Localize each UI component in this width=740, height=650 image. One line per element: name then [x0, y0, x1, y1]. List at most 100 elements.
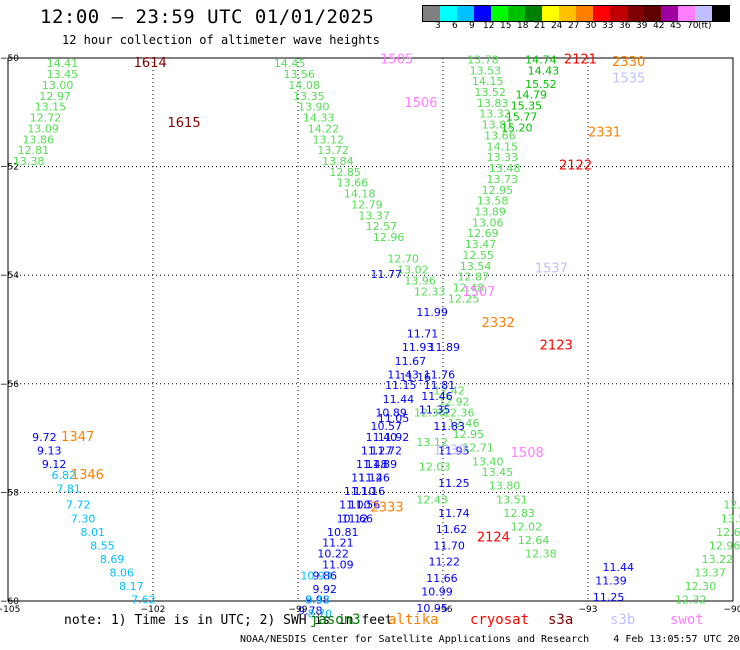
x-tick-label: −102	[141, 605, 166, 615]
pass-time-label: 2333	[371, 500, 404, 515]
wave-height-value: 14.22	[308, 122, 340, 135]
wave-height-value: 12.55	[462, 249, 494, 262]
wave-height-value: 11.67	[395, 355, 427, 368]
wave-height-value: 12.42	[433, 385, 465, 398]
wave-height-value: 7.81	[56, 482, 80, 495]
wave-height-value: 9.13	[37, 444, 62, 457]
wave-height-value: 12.95	[453, 428, 485, 441]
y-tick-label: −54	[0, 271, 19, 281]
wave-height-value: 12.48	[453, 281, 485, 294]
wave-height-value: 14.15	[472, 75, 504, 88]
wave-height-value: 13.66	[484, 129, 516, 142]
wave-height-value: 10.57	[371, 420, 403, 433]
wave-height-value: 14.33	[303, 112, 335, 125]
wave-height-value: 13.96	[404, 274, 436, 287]
pass-time-label: 2331	[588, 126, 621, 141]
color-scale-bar	[422, 5, 730, 22]
wave-height-value: 13.48	[489, 162, 520, 175]
pass-time-label: 2121	[564, 52, 597, 67]
wave-height-value: 13.58	[477, 195, 509, 208]
color-scale-label: 9	[469, 21, 475, 31]
wave-height-value: 12.70	[387, 253, 419, 266]
wave-height-value: 13.12	[416, 436, 448, 449]
x-tick-label: −105	[0, 605, 20, 615]
color-swatch	[678, 6, 695, 21]
pass-time-label: 2124	[477, 530, 510, 545]
wave-height-value: 13.54	[460, 260, 492, 273]
wave-height-value: 14.74	[525, 53, 557, 66]
wave-height-value: 11.89	[429, 341, 461, 354]
wave-height-value: 11.16	[400, 371, 432, 384]
wave-height-value: 11.21	[322, 537, 354, 550]
wave-height-value: 12.81	[18, 144, 49, 157]
wave-height-value: 11.27	[361, 444, 393, 457]
wave-height-value: 8.06	[110, 567, 135, 580]
color-scale-label: 42	[653, 21, 665, 31]
color-swatch	[593, 6, 610, 21]
wave-height-value: 13.57	[721, 512, 740, 525]
wave-height-value: 12.85	[329, 166, 361, 179]
wave-height-value: 6.82	[52, 469, 77, 482]
wave-height-value: 10.89	[375, 406, 407, 419]
wave-height-value: 9.12	[42, 458, 66, 471]
color-swatch	[457, 6, 474, 21]
wave-height-value: 15.77	[506, 110, 538, 123]
wave-height-value: 12.25	[448, 292, 480, 305]
wave-height-value: 11.66	[342, 512, 374, 525]
color-scale-label: 30	[585, 21, 597, 31]
wave-height-value: 13.33	[487, 151, 519, 164]
wave-height-value: 10.99	[421, 586, 453, 599]
color-swatch	[712, 6, 729, 21]
wave-height-value: 11.44	[383, 393, 415, 406]
wave-height-value: 11.15	[385, 379, 417, 392]
wave-height-value: 12.33	[414, 285, 446, 298]
wave-height-value: 10.93	[300, 569, 332, 582]
wave-height-value: 13.22	[702, 553, 734, 566]
wave-height-value: 12.72	[30, 112, 62, 125]
pass-time-label: 2122	[559, 158, 592, 173]
color-scale-label: 15	[500, 21, 512, 31]
wave-height-value: 13.52	[474, 86, 506, 99]
satellite-legend-swot: swot	[670, 612, 704, 628]
wave-height-value: 13.51	[496, 493, 527, 506]
wave-height-value: 12.64	[518, 534, 550, 547]
wave-height-value: 13.83	[477, 97, 509, 110]
wave-height-value: 13.84	[322, 155, 354, 168]
wave-height-value: 13.56	[284, 68, 316, 81]
color-swatch	[559, 6, 576, 21]
satellite-legend-s3a: s3a	[548, 612, 574, 628]
color-scale-label: 21	[534, 21, 546, 31]
satellite-legend-altika: altika	[388, 612, 439, 628]
wave-height-value: 12.02	[511, 520, 542, 533]
wave-height-value: 11.40	[366, 431, 398, 444]
color-scale-label: 12	[483, 21, 495, 31]
wave-height-value: 9.72	[32, 431, 57, 444]
wave-height-value: 12.61	[716, 526, 740, 539]
wave-height-value: 11.99	[416, 306, 448, 319]
wave-height-value: 11.48	[356, 458, 388, 471]
wave-height-value: 9.98	[305, 594, 330, 607]
wave-height-value: 12.95	[482, 184, 513, 197]
wave-height-value: 9.92	[313, 583, 338, 596]
wave-height-value: 8.43	[305, 594, 330, 607]
wave-height-value: 11.43	[387, 368, 419, 381]
wave-height-value: 10.95	[416, 602, 448, 615]
wave-height-value: 11.92	[378, 431, 410, 444]
wave-height-value: 13.32	[479, 108, 511, 121]
color-swatch	[491, 6, 508, 21]
pass-time-label: 1539	[433, 443, 466, 458]
wave-height-value: 13.81	[482, 119, 513, 132]
wave-height-value: 8.17	[119, 580, 143, 593]
wave-height-value: 13.37	[694, 567, 726, 580]
wave-height-value: 13.53	[470, 64, 502, 77]
color-swatch	[661, 6, 678, 21]
wave-height-value: 13.12	[313, 133, 345, 146]
wave-height-value: 13.47	[465, 238, 497, 251]
wave-height-value: 12.43	[416, 493, 448, 506]
pass-time-label: 1347	[61, 430, 94, 445]
color-swatch	[474, 6, 491, 21]
x-tick-label: −99	[289, 605, 308, 615]
wave-height-value: 15.20	[501, 121, 533, 134]
wave-height-value: 11.16	[354, 485, 386, 498]
